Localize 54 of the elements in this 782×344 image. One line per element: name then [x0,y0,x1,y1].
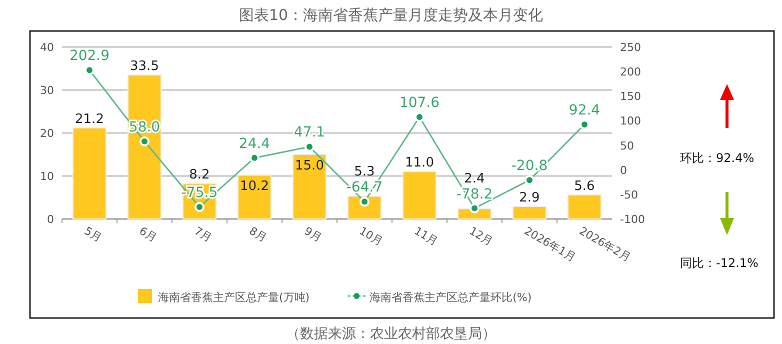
data-label: 10.2 [240,179,269,194]
x-tick-label: 7月 [192,224,214,245]
data-label: 8.2 [189,168,210,183]
x-tick-label: 5月 [82,224,104,245]
x-tick-label: 6月 [137,224,160,245]
point [140,136,150,146]
bar [568,194,602,220]
y2-tick-label: 150 [620,90,641,104]
data-label: 21.2 [75,112,104,127]
data-label: 92.4 [568,102,600,118]
y-tick-label: 0 [47,213,54,226]
y2-tick-label: 250 [620,41,641,54]
y2-tick-label: 100 [620,114,641,128]
y-tick-label: 20 [40,127,54,140]
y2-tick-label: 200 [620,66,641,79]
data-label: 33.5 [130,58,159,74]
point [194,202,204,212]
point [360,196,370,207]
data-label: 107.6 [399,94,440,111]
text: （数据来源：农业农村部农垦局） [286,326,496,342]
data-label: 5.6 [574,178,595,194]
legend-label: 海南省香蕉主产区总产量环比(%) [370,291,532,304]
x-tick-label: 12月 [467,224,496,248]
legend-label: 海南省香蕉主产区总产量(万吨) [158,291,310,304]
data-label: 2.4 [464,171,485,186]
data-label: 2.9 [519,190,540,206]
y2-tick-label: -50 [620,188,638,202]
point [470,203,480,214]
x-tick-label: 11月 [412,224,440,248]
x-tick-label: 9月 [302,224,324,245]
x-tick-label: 8月 [247,224,270,245]
y-tick-label: 40 [40,41,54,54]
y-tick-label: 30 [40,84,54,97]
data-label: 15.0 [295,158,324,174]
text: 环比：92.4% [680,151,754,165]
data-label: 24.4 [238,136,270,152]
bar [402,171,436,220]
data-label: 47.1 [294,124,326,141]
title: 图表10：海南省香蕉产量月度走势及本月变化 [238,6,544,24]
data-label: 202.9 [69,48,110,64]
bar [292,154,326,220]
text: 同比：-12.1% [680,256,758,270]
x-tick-label: 10月 [357,224,386,248]
data-label: 11.0 [405,156,434,171]
bar [458,208,492,220]
data-label: 5.3 [354,164,375,180]
y2-tick-label: -100 [620,213,645,226]
y2-tick-label: 0 [620,164,627,177]
y2-tick-label: 50 [620,139,634,152]
bar [238,174,272,220]
y-tick-label: 10 [40,170,54,183]
bar [128,74,162,220]
bar [72,127,106,220]
bar [512,206,546,220]
